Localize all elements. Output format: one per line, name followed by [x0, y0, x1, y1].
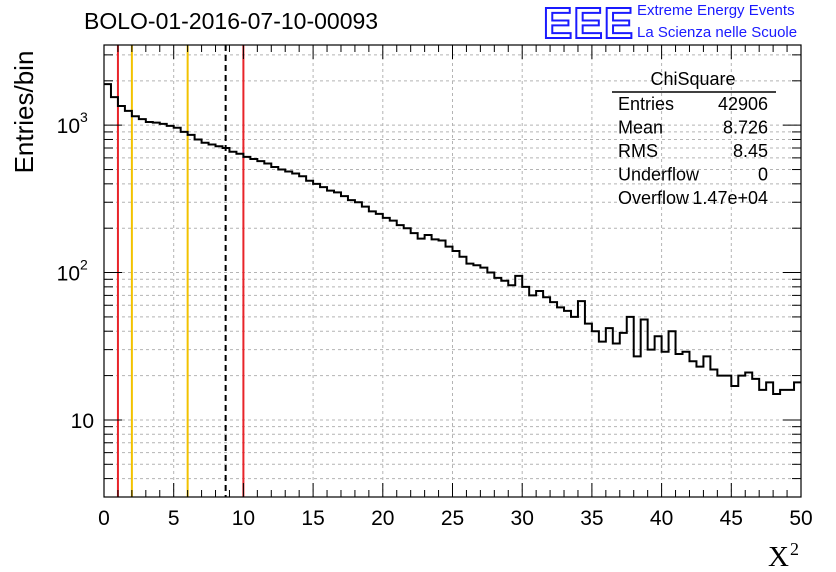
chart-title: BOLO-01-2016-07-10-00093: [84, 8, 379, 34]
stats-label: RMS: [618, 141, 658, 161]
stats-label: Entries: [618, 94, 674, 114]
x-axis-label-superscript: 2: [790, 539, 799, 559]
histogram-series: [104, 83, 801, 395]
x-tick-label: 50: [789, 507, 812, 530]
stats-title: ChiSquare: [650, 69, 735, 89]
y-tick-label-exponent: 3: [80, 109, 88, 125]
x-tick-label: 10: [232, 507, 255, 530]
y-tick-label: 10: [57, 263, 80, 286]
x-tick-label: 35: [580, 507, 603, 530]
y-tick-label: 10: [57, 115, 80, 138]
x-tick-label: 30: [511, 507, 534, 530]
logo-line-1: Extreme Energy Events: [637, 2, 795, 19]
eee-logo: EEE: [542, 0, 635, 48]
x-tick-label: 5: [168, 507, 180, 530]
stats-value: 0: [758, 165, 768, 185]
axis-ticks: [103, 45, 802, 497]
x-tick-label: 0: [98, 507, 110, 530]
x-tick-label: 15: [301, 507, 324, 530]
grid-lines: [104, 45, 801, 497]
y-tick-label: 10: [71, 410, 94, 433]
stats-value: 1.47e+04: [692, 188, 768, 208]
y-axis-label: Entries/bin: [9, 51, 39, 174]
y-tick-label-exponent: 2: [80, 257, 88, 273]
cut-lines: [116, 45, 245, 497]
x-tick-label: 45: [720, 507, 743, 530]
x-axis-label: X: [768, 541, 789, 572]
stats-value: 8.45: [733, 141, 768, 161]
stats-label: Underflow: [618, 165, 700, 185]
stats-box: ChiSquare Entries 42906 Mean 8.726 RMS 8.45 Un…: [612, 69, 776, 208]
x-tick-label: 40: [650, 507, 673, 530]
stats-label: Overflow: [618, 188, 690, 208]
x-tick-label: 25: [441, 507, 464, 530]
stats-value: 42906: [718, 94, 768, 114]
stats-label: Mean: [618, 118, 663, 138]
stats-value: 8.726: [723, 118, 768, 138]
logo-line-2: La Scienza nelle Scuole: [637, 24, 798, 41]
x-tick-label: 20: [371, 507, 394, 530]
